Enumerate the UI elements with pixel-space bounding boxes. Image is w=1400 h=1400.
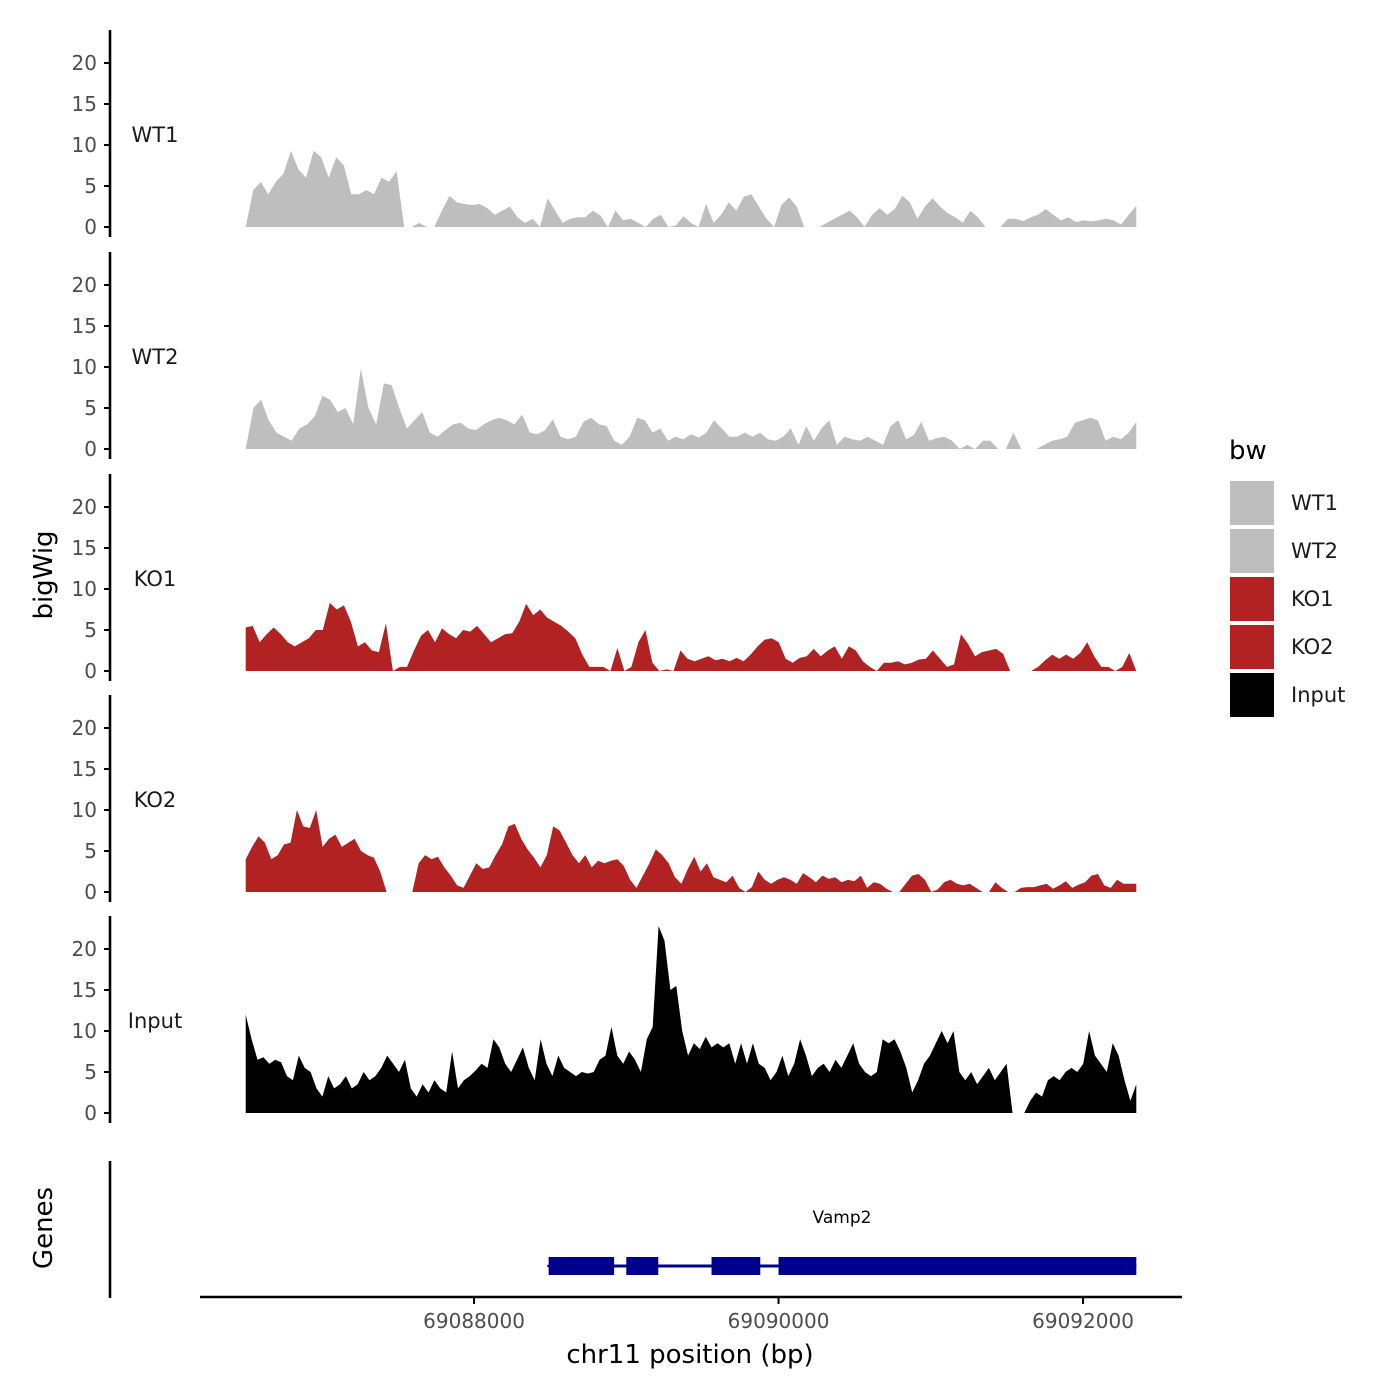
legend-swatch (1228, 479, 1276, 527)
legend-label: KO1 (1291, 587, 1334, 611)
legend-swatch (1228, 527, 1276, 575)
y-tick-label: 15 (72, 92, 97, 116)
legend-swatch (1228, 671, 1276, 719)
gene-name-label: Vamp2 (813, 1208, 872, 1228)
coverage-area-wt1 (245, 150, 1137, 227)
y-tick-label: 20 (72, 273, 97, 297)
coverage-tracks: 0 5 10 15 20 WT1 0 5 10 15 20 WT2 0 5 10 15 20 KO1 0 5 10 15 2… (72, 30, 1137, 1125)
track-ko2: 0 5 10 15 20 KO2 (72, 695, 1137, 904)
gene-exon (778, 1257, 1137, 1275)
track-label: WT1 (132, 123, 179, 147)
legend-title: bw (1229, 436, 1267, 466)
y-tick-label: 10 (72, 798, 97, 822)
y-tick-label: 10 (72, 1019, 97, 1043)
legend-item-input: Input (1228, 671, 1345, 719)
legend-label: WT1 (1291, 491, 1338, 515)
track-wt2: 0 5 10 15 20 WT2 (72, 252, 1137, 461)
gene-exon (626, 1257, 659, 1275)
genes-axis-title: Genes (29, 1187, 59, 1269)
legend-swatch (1228, 623, 1276, 671)
x-axis: 69088000 69090000 69092000 (200, 1295, 1182, 1333)
y-axis-title: bigWig (29, 530, 59, 619)
legend-item-ko2: KO2 (1228, 623, 1334, 671)
legend-swatch (1228, 575, 1276, 623)
track-label: KO2 (134, 788, 177, 812)
track-label: Input (128, 1009, 182, 1033)
legend-label: Input (1291, 683, 1345, 707)
track-wt1: 0 5 10 15 20 WT1 (72, 30, 1137, 239)
coverage-area-wt2 (245, 368, 1137, 449)
y-tick-label: 5 (84, 396, 97, 420)
y-tick-label: 5 (84, 1060, 97, 1084)
y-tick-label: 10 (72, 133, 97, 157)
track-input: 0 5 10 15 20 Input (72, 916, 1137, 1125)
y-tick-label: 10 (72, 355, 97, 379)
y-tick-label: 15 (72, 757, 97, 781)
track-label: WT2 (132, 345, 179, 369)
track-ko1: 0 5 10 15 20 KO1 (72, 474, 1137, 683)
x-tick-label: 69090000 (728, 1309, 830, 1333)
y-tick-label: 20 (72, 716, 97, 740)
y-tick-label: 5 (84, 174, 97, 198)
legend-item-wt2: WT2 (1228, 527, 1338, 575)
x-tick-label: 69088000 (423, 1309, 525, 1333)
y-tick-label: 20 (72, 495, 97, 519)
legend-label: WT2 (1291, 539, 1338, 563)
y-tick-label: 5 (84, 839, 97, 863)
y-tick-label: 20 (72, 937, 97, 961)
y-tick-label: 0 (84, 880, 97, 904)
y-tick-label: 15 (72, 536, 97, 560)
coverage-area-ko1 (245, 602, 1137, 671)
legend-item-wt1: WT1 (1228, 479, 1338, 527)
gene-track: Vamp2 (108, 1161, 1137, 1298)
y-tick-label: 0 (84, 1101, 97, 1125)
strand-arrow (546, 1258, 559, 1274)
y-tick-label: 0 (84, 659, 97, 683)
y-tick-label: 15 (72, 978, 97, 1002)
y-tick-label: 0 (84, 437, 97, 461)
x-tick-label: 69092000 (1032, 1309, 1134, 1333)
track-label: KO1 (134, 567, 177, 591)
y-tick-label: 20 (72, 51, 97, 75)
y-tick-label: 5 (84, 618, 97, 642)
gene-exon (729, 1257, 761, 1275)
coverage-area-ko2 (245, 810, 1137, 892)
legend: WT1 WT2 KO1 KO2 Input (1228, 479, 1345, 719)
x-axis-title: chr11 position (bp) (566, 1340, 813, 1370)
y-tick-label: 15 (72, 314, 97, 338)
y-tick-label: 10 (72, 577, 97, 601)
coverage-area-input (245, 926, 1137, 1113)
y-tick-label: 0 (84, 215, 97, 239)
legend-item-ko1: KO1 (1228, 575, 1334, 623)
legend-label: KO2 (1291, 635, 1334, 659)
gene-exon (562, 1257, 615, 1275)
